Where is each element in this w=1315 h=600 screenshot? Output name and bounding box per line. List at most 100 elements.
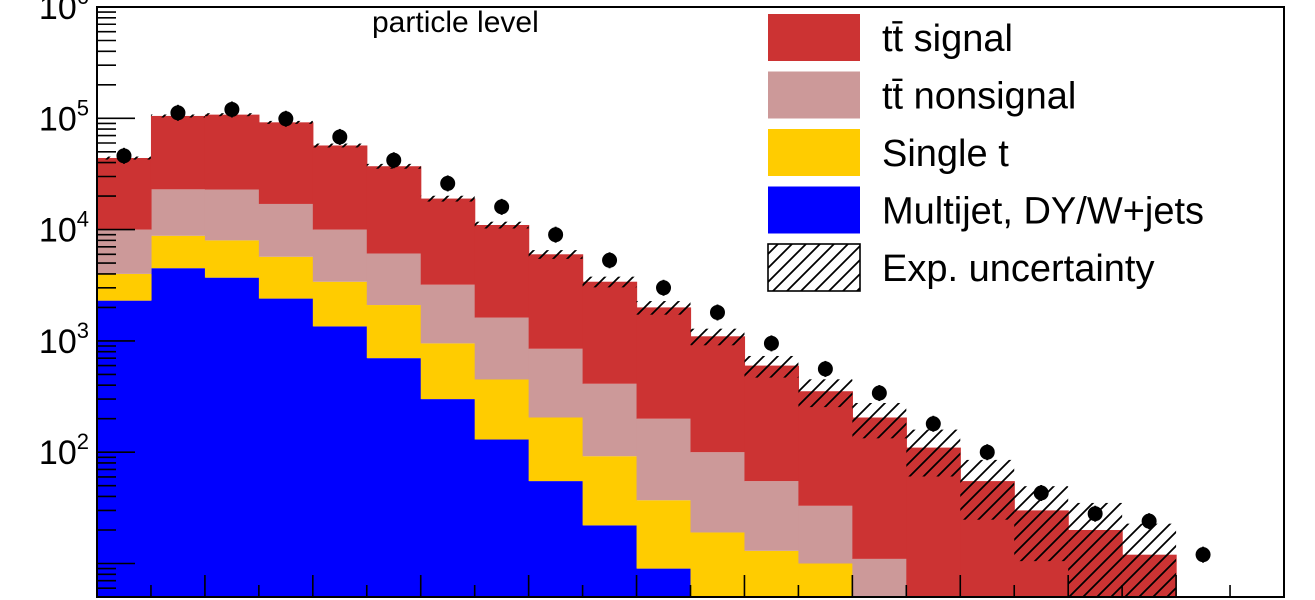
bar-tt-nonsignal-bin-9 <box>582 383 638 457</box>
data-point-bin-11 <box>709 304 725 320</box>
bar-tt-signal-bin-4 <box>312 145 368 230</box>
bar-tt-nonsignal-bin-6 <box>420 284 476 344</box>
legend-label-single-t: Single t <box>882 133 1009 175</box>
uncertainty-band-bin-16 <box>960 459 1015 520</box>
data-point-bin-18 <box>1087 506 1103 522</box>
uncertainty-band-bin-9 <box>582 276 637 288</box>
data-point-bin-0 <box>116 148 132 164</box>
data-point-bin-13 <box>817 361 833 377</box>
bar-single-t-bin-12 <box>744 550 800 597</box>
legend-label-tt-signal: tt̄ signal <box>882 18 1013 60</box>
data-point-bin-1 <box>170 105 186 121</box>
bar-multijet-dy-w-jets-bin-1 <box>150 268 206 597</box>
bar-tt-nonsignal-bin-3 <box>258 203 314 257</box>
bar-multijet-dy-w-jets-bin-3 <box>258 298 314 597</box>
data-point-bin-14 <box>871 385 887 401</box>
uncertainty-band-bin-19 <box>1122 523 1177 597</box>
bar-single-t-bin-1 <box>150 235 206 269</box>
data-points-layer <box>116 101 1211 563</box>
legend: tt̄ signal tt̄ nonsignal Single t Multijet,… <box>767 14 1204 292</box>
uncertainty-band-bin-10 <box>636 301 691 315</box>
bar-tt-nonsignal-bin-13 <box>798 505 853 564</box>
bar-single-t-bin-2 <box>204 240 260 278</box>
data-point-bin-6 <box>440 175 456 191</box>
legend-label-exp-uncertainty: Exp. uncertainty <box>882 248 1154 290</box>
y-tick-label-2: 102 <box>39 429 89 472</box>
bar-tt-nonsignal-bin-4 <box>312 229 368 282</box>
bar-tt-nonsignal-bin-11 <box>690 452 746 533</box>
bar-multijet-dy-w-jets-bin-8 <box>528 481 584 597</box>
data-point-bin-19 <box>1141 513 1157 529</box>
uncertainty-band-bin-7 <box>474 221 529 229</box>
legend-swatch-exp-uncertainty <box>767 243 861 292</box>
bar-tt-signal-bin-7 <box>474 224 530 318</box>
data-point-bin-7 <box>494 199 510 215</box>
uncertainty-band-bin-12 <box>744 355 799 378</box>
legend-swatch-multijet-dy-w-jets <box>768 186 860 234</box>
bar-tt-nonsignal-bin-1 <box>150 189 206 236</box>
bar-single-t-bin-11 <box>690 532 746 597</box>
data-point-bin-8 <box>548 227 564 243</box>
bar-tt-nonsignal-bin-10 <box>636 418 692 501</box>
bar-single-t-bin-8 <box>528 417 584 482</box>
particle-level-annotation: particle level <box>372 6 539 39</box>
y-tick-label-5: 105 <box>39 95 89 138</box>
bar-tt-signal-bin-2 <box>204 114 260 190</box>
bar-tt-signal-bin-14 <box>852 417 907 559</box>
uncertainty-band-bin-4 <box>312 143 367 148</box>
bar-single-t-bin-13 <box>798 563 853 597</box>
bar-multijet-dy-w-jets-bin-7 <box>474 439 530 597</box>
bar-tt-signal-bin-9 <box>582 281 638 384</box>
data-point-bin-4 <box>332 129 348 145</box>
bar-multijet-dy-w-jets-bin-10 <box>636 568 692 597</box>
bar-tt-nonsignal-bin-5 <box>366 253 422 306</box>
bar-tt-nonsignal-bin-7 <box>474 317 530 380</box>
bar-multijet-dy-w-jets-bin-9 <box>582 525 638 597</box>
bar-tt-nonsignal-bin-12 <box>744 481 800 551</box>
legend-swatch-tt-nonsignal <box>768 71 860 119</box>
data-point-bin-9 <box>602 252 618 268</box>
uncertainty-band-bin-13 <box>798 379 853 408</box>
legend-swatch-single-t <box>768 129 860 176</box>
uncertainty-band-bin-14 <box>852 402 907 439</box>
bar-multijet-dy-w-jets-bin-6 <box>420 399 476 597</box>
bar-tt-signal-bin-5 <box>366 166 422 254</box>
bar-tt-signal-bin-10 <box>636 307 692 419</box>
bar-tt-signal-bin-1 <box>150 115 206 190</box>
data-point-bin-16 <box>979 444 995 460</box>
bar-multijet-dy-w-jets-bin-5 <box>366 358 422 597</box>
bar-tt-nonsignal-bin-8 <box>528 348 584 418</box>
legend-label-multijet-dy-w-jets: Multijet, DY/W+jets <box>882 191 1204 233</box>
bar-single-t-bin-10 <box>636 500 692 569</box>
bar-tt-signal-bin-8 <box>528 254 584 349</box>
data-point-bin-17 <box>1033 485 1049 501</box>
bar-single-t-bin-9 <box>582 456 638 526</box>
bar-multijet-dy-w-jets-bin-0 <box>97 300 152 597</box>
bar-tt-signal-bin-0 <box>97 157 152 230</box>
uncertainty-band-bin-8 <box>528 250 583 259</box>
y-tick-label-3: 103 <box>39 318 89 361</box>
bar-multijet-dy-w-jets-bin-2 <box>204 277 260 597</box>
bar-single-t-bin-7 <box>474 379 530 440</box>
legend-swatch-tt-signal <box>768 14 860 61</box>
data-point-bin-5 <box>386 152 402 168</box>
data-point-bin-10 <box>656 280 672 296</box>
uncertainty-band-bin-6 <box>420 195 475 202</box>
bar-single-t-bin-3 <box>258 256 314 299</box>
bar-tt-nonsignal-bin-2 <box>204 189 260 241</box>
y-tick-label-6: 106 <box>39 0 89 27</box>
data-point-bin-20 <box>1195 547 1211 563</box>
axes-layer: 102 103 104 105 106 <box>39 0 1285 598</box>
bar-single-t-bin-6 <box>420 343 476 400</box>
bar-tt-signal-bin-11 <box>690 336 746 453</box>
data-point-bin-12 <box>763 335 779 351</box>
data-point-bin-2 <box>224 101 240 117</box>
bar-tt-nonsignal-bin-14 <box>852 558 907 597</box>
bar-single-t-bin-5 <box>366 305 422 359</box>
bar-tt-nonsignal-bin-0 <box>97 229 152 274</box>
data-point-bin-15 <box>925 416 941 432</box>
bar-tt-signal-bin-13 <box>798 391 853 506</box>
data-point-bin-3 <box>278 111 294 127</box>
legend-label-tt-nonsignal: tt̄ nonsignal <box>882 76 1076 118</box>
